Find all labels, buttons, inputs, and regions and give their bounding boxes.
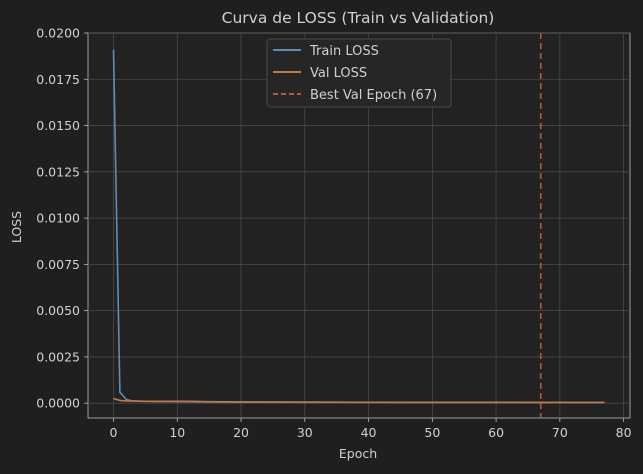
x-tick-label: 80: [616, 425, 632, 440]
legend-box: [266, 38, 452, 108]
legend: Train LOSS Val LOSS Best Val Epoch (67): [266, 38, 452, 108]
x-tick-label: 0: [110, 425, 118, 440]
x-tick-label: 50: [424, 425, 440, 440]
y-tick-label: 0.0200: [36, 26, 80, 41]
val-loss-line: [113, 397, 605, 404]
x-tick-label: 20: [233, 425, 249, 440]
x-tick-label: 10: [169, 425, 185, 440]
y-tick-label: 0.0025: [36, 349, 80, 364]
x-axis-label: Epoch: [339, 446, 377, 461]
y-axis-label: LOSS: [9, 211, 24, 243]
axis-ticks: 0 10 20 30 40 50 60 70 80 0.0000 0.0025 0.0050 0.007…: [36, 26, 631, 441]
y-tick-label: 0.0075: [36, 257, 80, 272]
x-tick-label: 40: [361, 425, 377, 440]
y-tick-label: 0.0175: [36, 72, 80, 87]
x-tick-label: 70: [552, 425, 568, 440]
x-tick-label: 60: [488, 425, 504, 440]
y-tick-label: 0.0150: [36, 118, 80, 133]
chart-title: Curva de LOSS (Train vs Validation): [222, 9, 495, 27]
y-tick-label: 0.0100: [36, 211, 80, 226]
y-tick-label: 0.0000: [36, 396, 80, 411]
legend-label-best-epoch: Best Val Epoch (67): [310, 88, 437, 103]
legend-label-train: Train LOSS: [309, 44, 379, 59]
series-lines: [112, 49, 605, 404]
y-tick-label: 0.0125: [36, 164, 80, 179]
legend-label-val: Val LOSS: [310, 66, 367, 81]
y-tick-label: 0.0050: [36, 303, 80, 318]
x-tick-label: 30: [297, 425, 313, 440]
